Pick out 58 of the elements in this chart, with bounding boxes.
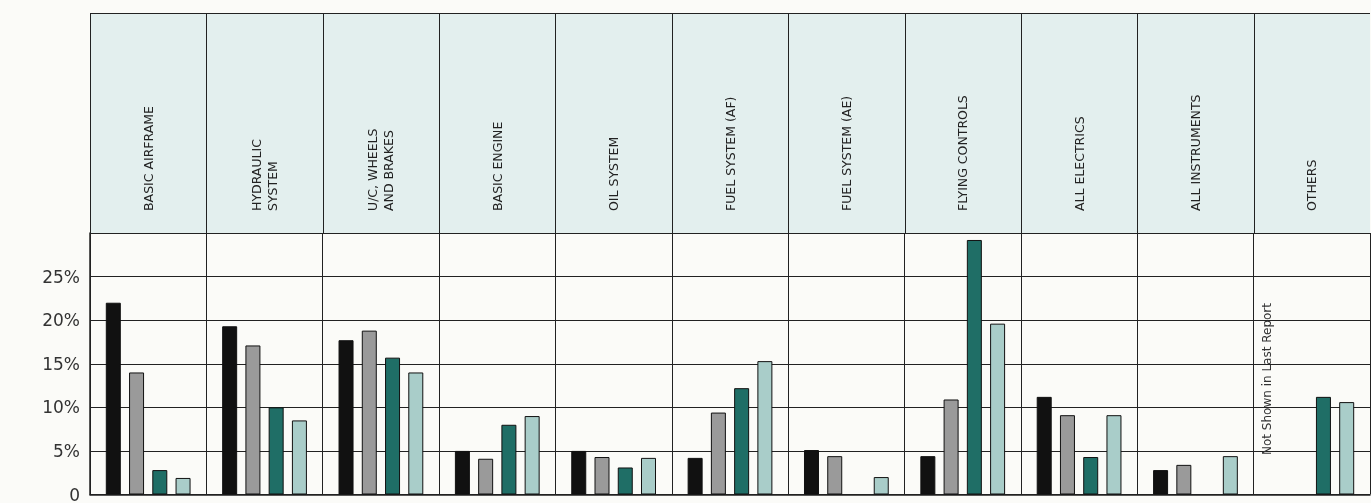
bar — [1059, 415, 1075, 495]
x-tick-label: OIL SYSTEM — [606, 136, 622, 211]
bar — [1106, 415, 1122, 495]
bar — [478, 458, 494, 495]
bar — [408, 372, 424, 495]
bar — [734, 388, 750, 495]
y-tick-label: 10% — [42, 397, 80, 418]
bar — [152, 470, 168, 495]
x-tick-label: FUEL SYSTEM (AF) — [722, 96, 738, 211]
bar — [827, 456, 843, 495]
bar — [1153, 470, 1169, 495]
x-tick-label: U/C, WHEELS AND BRAKES — [365, 128, 397, 211]
bar — [943, 399, 959, 495]
bar — [920, 456, 936, 495]
bar — [175, 477, 191, 495]
bar — [129, 372, 145, 495]
bar — [1315, 396, 1331, 495]
x-tick-label: FLYING CONTROLS — [955, 95, 971, 211]
bar — [571, 450, 587, 495]
bar — [1339, 402, 1355, 495]
bar — [268, 407, 284, 495]
bar — [291, 420, 307, 495]
x-tick-label: OTHERS — [1304, 159, 1320, 211]
bar — [990, 323, 1006, 495]
bar — [524, 416, 540, 495]
bar — [385, 357, 401, 495]
bar — [222, 326, 238, 495]
bar — [966, 239, 982, 495]
bar — [710, 412, 726, 495]
bar — [803, 450, 819, 495]
annotation: Not Shown in Last Report — [1259, 303, 1274, 455]
bar — [641, 457, 657, 495]
bar — [105, 302, 121, 495]
y-tick-label: 20% — [42, 310, 80, 331]
bar — [757, 361, 773, 495]
bar — [617, 467, 633, 495]
bar — [1176, 464, 1192, 495]
x-tick-label: ALL INSTRUMENTS — [1187, 94, 1203, 211]
bar — [454, 450, 470, 495]
x-tick-label: ALL ELECTRICS — [1071, 116, 1087, 211]
bar — [1083, 457, 1099, 495]
bar — [687, 457, 703, 495]
y-tick-label: 0 — [69, 484, 80, 503]
bar — [361, 330, 377, 495]
x-tick-label: BASIC AIRFRAME — [140, 105, 156, 211]
bar — [1222, 456, 1238, 495]
bar — [594, 457, 610, 495]
x-tick-label: BASIC ENGINE — [489, 121, 505, 211]
bar — [245, 345, 261, 495]
x-tick-label: FUEL SYSTEM (AE) — [838, 95, 854, 211]
bar — [338, 340, 354, 495]
y-tick-label: 15% — [42, 353, 80, 374]
y-tick-label: 5% — [53, 440, 80, 461]
bar — [1036, 396, 1052, 495]
x-tick-label: HYDRAULIC SYSTEM — [249, 138, 281, 211]
bar — [873, 477, 889, 495]
bar — [501, 424, 517, 495]
y-tick-label: 25% — [42, 266, 80, 287]
